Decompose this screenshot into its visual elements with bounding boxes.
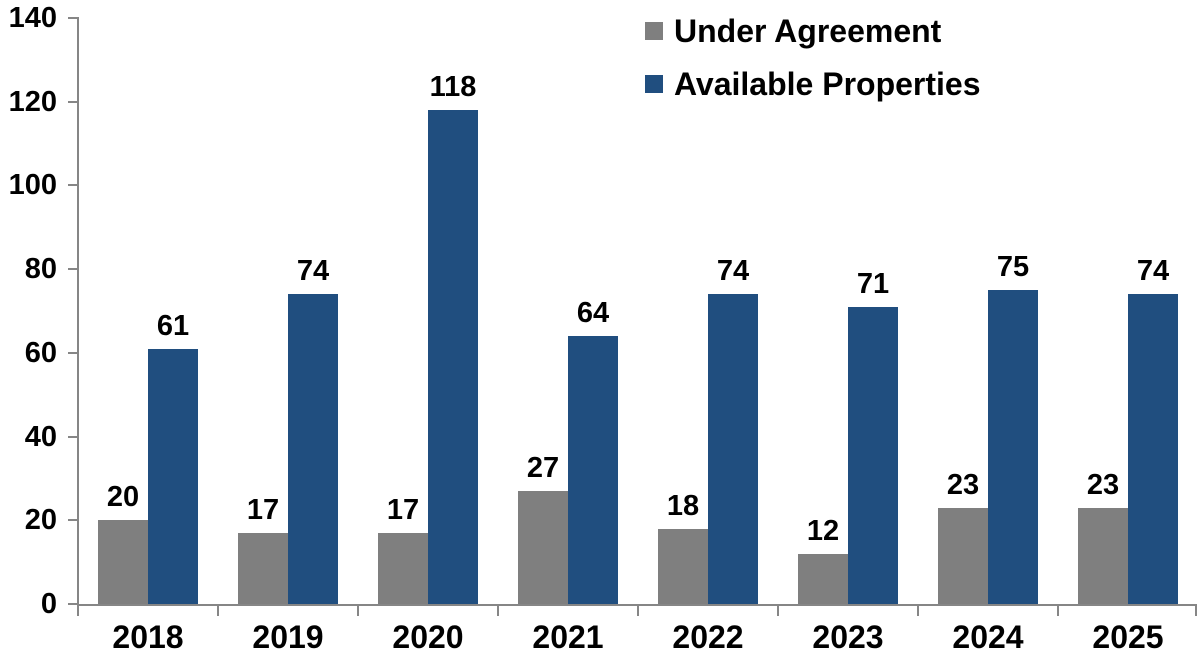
bar-value-label: 17 — [246, 494, 280, 526]
x-tick-mark — [217, 604, 219, 616]
x-category-label: 2025 — [1092, 619, 1164, 655]
y-tick-label: 140 — [8, 2, 57, 34]
x-tick-mark — [497, 604, 499, 616]
bar-value-label: 18 — [666, 490, 700, 522]
y-tick-label: 80 — [24, 253, 57, 286]
bar-value-label: 12 — [806, 515, 840, 547]
y-axis-line — [77, 17, 79, 606]
x-category-label: 2023 — [812, 619, 884, 655]
bar-value-label: 64 — [576, 297, 610, 329]
x-tick-mark — [917, 604, 919, 616]
bar-under-agreement-2021 — [518, 491, 568, 604]
bar-value-label: 23 — [1086, 469, 1120, 501]
y-tick-mark — [68, 268, 78, 271]
bar-value-label: 61 — [156, 310, 190, 342]
bar-value-label: 74 — [716, 255, 750, 287]
y-tick-label: 120 — [8, 85, 57, 118]
bar-value-label: 118 — [429, 71, 477, 103]
y-tick-mark — [68, 519, 78, 522]
x-category-label: 2018 — [112, 619, 184, 655]
bar-value-label: 74 — [1136, 255, 1170, 287]
bar-value-label: 23 — [946, 469, 980, 501]
legend-item-available-properties: Available Properties — [645, 66, 981, 102]
bar-under-agreement-2022 — [658, 529, 708, 604]
bar-available-properties-2021 — [568, 336, 618, 604]
y-tick-label: 40 — [24, 420, 57, 453]
legend-item-under-agreement: Under Agreement — [645, 13, 981, 49]
legend-swatch-available-properties — [645, 75, 663, 93]
legend-label: Available Properties — [674, 65, 981, 102]
legend: Under Agreement Available Properties — [645, 13, 981, 119]
bar-available-properties-2024 — [988, 290, 1038, 604]
y-tick-mark — [68, 17, 78, 19]
y-tick-label: 60 — [24, 336, 57, 369]
bar-available-properties-2019 — [288, 294, 338, 604]
bar-value-label: 20 — [106, 481, 140, 513]
x-category-label: 2019 — [252, 619, 324, 655]
bar-available-properties-2020 — [428, 110, 478, 604]
x-category-label: 2021 — [532, 619, 604, 655]
x-tick-mark — [357, 604, 359, 616]
bar-under-agreement-2018 — [98, 520, 148, 604]
bar-value-label: 71 — [856, 268, 890, 300]
x-tick-mark — [1057, 604, 1059, 616]
y-tick-label: 20 — [24, 504, 57, 537]
bar-under-agreement-2024 — [938, 508, 988, 604]
x-category-label: 2020 — [392, 619, 464, 655]
bar-under-agreement-2023 — [798, 554, 848, 604]
legend-swatch-under-agreement — [645, 22, 663, 40]
x-category-label: 2024 — [952, 619, 1024, 655]
x-tick-mark — [637, 604, 639, 616]
y-tick-mark — [68, 435, 78, 438]
x-category-label: 2022 — [672, 619, 744, 655]
bar-value-label: 17 — [386, 494, 420, 526]
x-tick-mark — [77, 604, 79, 616]
bar-under-agreement-2020 — [378, 533, 428, 604]
y-tick-mark — [68, 100, 78, 103]
bar-available-properties-2025 — [1128, 294, 1178, 604]
bar-available-properties-2018 — [148, 349, 198, 604]
bar-value-label: 75 — [996, 251, 1030, 283]
y-tick-label: 100 — [8, 169, 57, 202]
legend-label: Under Agreement — [674, 12, 942, 49]
bar-value-label: 27 — [526, 452, 560, 484]
bar-under-agreement-2019 — [238, 533, 288, 604]
x-tick-mark — [1195, 604, 1197, 616]
bar-available-properties-2023 — [848, 307, 898, 604]
bar-available-properties-2022 — [708, 294, 758, 604]
y-tick-label: 0 — [40, 588, 57, 620]
y-tick-mark — [68, 603, 78, 605]
y-tick-mark — [68, 184, 78, 187]
x-tick-mark — [777, 604, 779, 616]
y-tick-mark — [68, 351, 78, 354]
bar-value-label: 74 — [296, 255, 330, 287]
bar-under-agreement-2025 — [1078, 508, 1128, 604]
